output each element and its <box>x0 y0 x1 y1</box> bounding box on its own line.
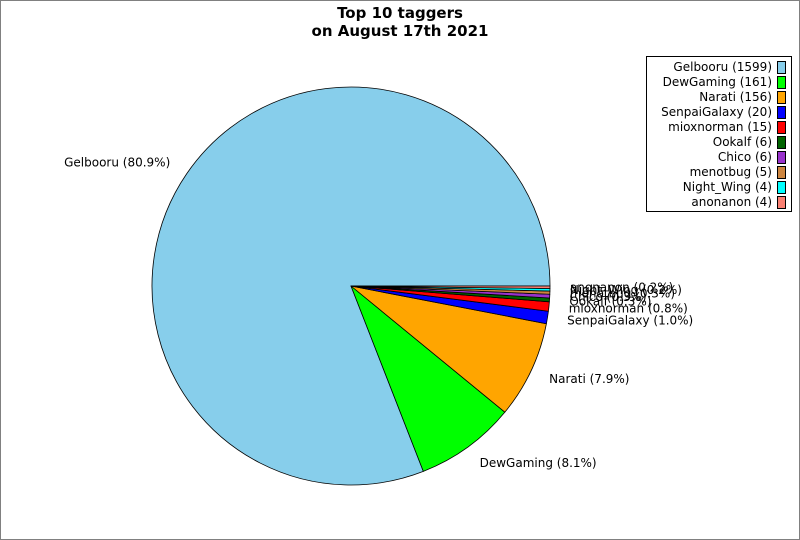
legend-item-night-wing: Night_Wing (4) <box>647 180 791 195</box>
legend-item-menotbug: menotbug (5) <box>647 165 791 180</box>
legend-label: anonanon (4) <box>691 195 772 209</box>
legend-label: Narati (156) <box>699 90 772 104</box>
legend-item-ookalf: Ookalf (6) <box>647 135 791 150</box>
legend-swatch <box>777 181 786 194</box>
chart-legend: Gelbooru (1599) DewGaming (161) Narati (15… <box>646 56 792 212</box>
slice-label-mioxnorman: mioxnorman (0.8%) <box>569 302 688 316</box>
legend-item-gelbooru: Gelbooru (1599) <box>647 60 791 75</box>
legend-label: Ookalf (6) <box>712 135 772 149</box>
slice-label-dewgaming: DewGaming (8.1%) <box>480 456 597 470</box>
slice-label-night-wing: Night_Wing (0.2%) <box>570 283 682 297</box>
legend-item-chico: Chico (6) <box>647 150 791 165</box>
legend-swatch <box>777 76 786 89</box>
slice-label-gelbooru: Gelbooru (80.9%) <box>64 156 170 170</box>
slice-label-ookalf: Ookalf (0.3%) <box>569 294 651 308</box>
legend-item-mioxnorman: mioxnorman (15) <box>647 120 791 135</box>
legend-swatch <box>777 91 786 104</box>
legend-swatch <box>777 166 786 179</box>
legend-item-senpaigalaxy: SenpaiGalaxy (20) <box>647 105 791 120</box>
pie-slice-dewgaming <box>350 285 506 472</box>
legend-label: SenpaiGalaxy (20) <box>661 105 772 119</box>
slice-label-menotbug: menotbug (0.3%) <box>570 286 675 300</box>
legend-label: Night_Wing (4) <box>682 180 772 194</box>
legend-item-dewgaming: DewGaming (161) <box>647 75 791 90</box>
legend-label: Chico (6) <box>717 150 772 164</box>
legend-label: DewGaming (161) <box>662 75 772 89</box>
legend-item-narati: Narati (156) <box>647 90 791 105</box>
slice-label-narati: Narati (7.9%) <box>549 372 629 386</box>
legend-label: mioxnorman (15) <box>668 120 772 134</box>
legend-swatch <box>777 61 786 74</box>
legend-label: Gelbooru (1599) <box>673 60 772 74</box>
legend-label: menotbug (5) <box>689 165 772 179</box>
chart-title: Top 10 taggers on August 17th 2021 <box>1 4 799 40</box>
pie-slice-anonanon <box>350 285 551 289</box>
legend-swatch <box>777 136 786 149</box>
chart-title-line-2: on August 17th 2021 <box>311 22 489 40</box>
legend-swatch <box>777 106 786 119</box>
legend-swatch <box>777 121 786 134</box>
pie-slice-narati <box>350 285 547 413</box>
slice-label-senpaigalaxy: SenpaiGalaxy (1.0%) <box>567 314 693 328</box>
legend-swatch <box>777 196 786 209</box>
slice-label-chico: Chico (0.3%) <box>570 290 647 304</box>
legend-swatch <box>777 151 786 164</box>
slice-label-anonanon: anonanon (0.2%) <box>570 280 673 294</box>
chart-title-line-1: Top 10 taggers <box>337 4 463 22</box>
legend-item-anonanon: anonanon (4) <box>647 195 791 210</box>
